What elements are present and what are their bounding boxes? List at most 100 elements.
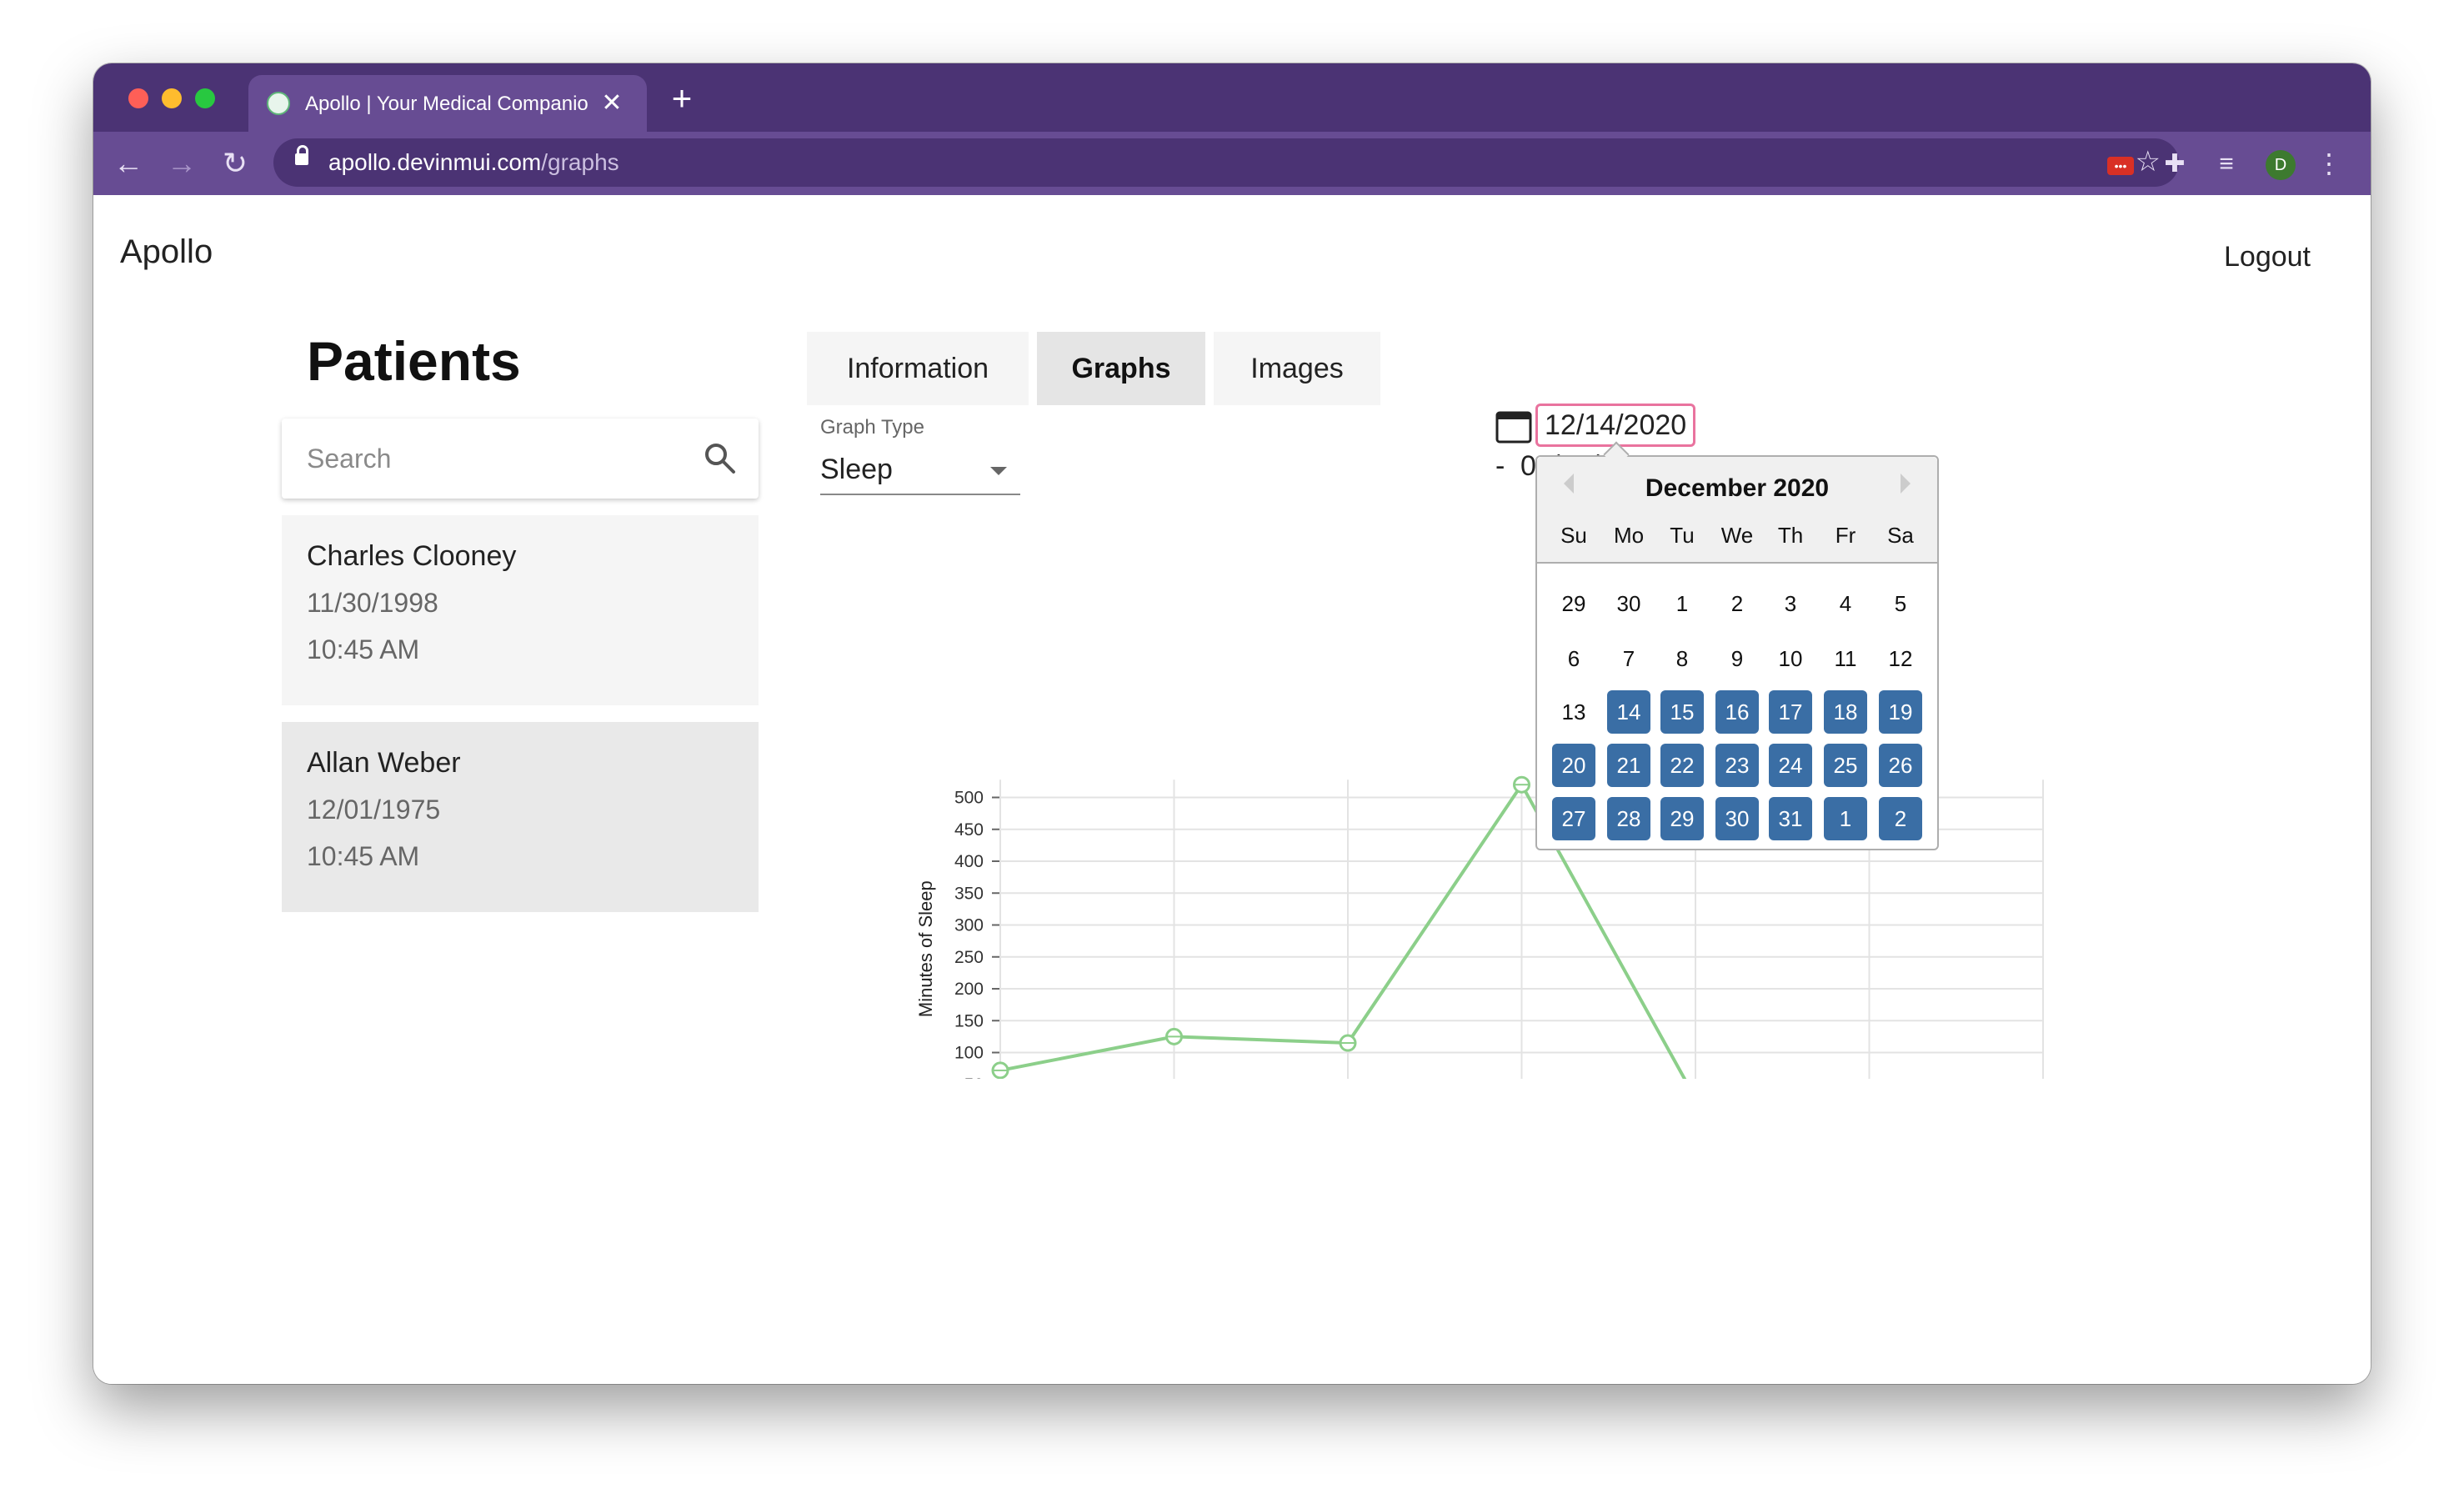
calendar-day[interactable]: 25: [1824, 744, 1867, 787]
media-control-icon[interactable]: ≡: [2219, 150, 2234, 178]
graph-type-label: Graph Type: [820, 416, 924, 439]
tab-title: Apollo | Your Medical Companion: [305, 93, 588, 115]
app-brand[interactable]: Apollo: [120, 233, 213, 270]
extensions-puzzle-icon[interactable]: ✚: [2164, 150, 2186, 178]
tab-information[interactable]: Information: [807, 332, 1029, 405]
y-tick-label: 300: [954, 916, 984, 935]
tab-close-icon[interactable]: ✕: [601, 89, 623, 117]
calendar-day[interactable]: 29: [1561, 591, 1586, 616]
calendar-header: [1537, 457, 1937, 564]
url-text[interactable]: apollo.devinmui.com/graphs: [328, 148, 619, 177]
calendar-day[interactable]: 21: [1607, 744, 1650, 787]
calendar-day[interactable]: 9: [1730, 646, 1744, 671]
calendar-day[interactable]: 24: [1769, 744, 1812, 787]
calendar-day[interactable]: 2: [1730, 591, 1744, 616]
tab-images[interactable]: Images: [1214, 332, 1380, 405]
calendar-day[interactable]: 1: [1675, 591, 1689, 616]
calendar-day[interactable]: 5: [1894, 591, 1907, 616]
y-tick-label: 350: [954, 884, 984, 903]
calendar-day[interactable]: 14: [1607, 690, 1650, 734]
reload-icon[interactable]: ↻: [222, 146, 248, 180]
address-bar[interactable]: apollo.devinmui.com/graphs ☆: [273, 138, 2179, 187]
calendar-day[interactable]: 31: [1769, 797, 1812, 840]
sleep-line-chart: 50100150200250300350400450500Fri Jan 08 …: [915, 775, 2044, 1079]
logout-button[interactable]: Logout: [2224, 241, 2311, 273]
app-page: Apollo Logout Patients Charles Clooney 1…: [93, 195, 2371, 1384]
calendar-day[interactable]: 15: [1660, 690, 1704, 734]
y-tick-label: 450: [954, 820, 984, 840]
y-tick-label: 150: [954, 1011, 984, 1030]
forward-arrow-icon[interactable]: →: [167, 146, 197, 180]
calendar-day[interactable]: 19: [1879, 690, 1922, 734]
patient-date: 11/30/1998: [307, 588, 438, 618]
patient-search-input[interactable]: [307, 435, 690, 482]
date-range-start-input[interactable]: 12/14/2020: [1535, 404, 1695, 447]
calendar-day[interactable]: 18: [1824, 690, 1867, 734]
calendar-day[interactable]: 28: [1607, 797, 1650, 840]
calendar-day[interactable]: 8: [1675, 646, 1689, 671]
favicon-icon: [267, 92, 290, 115]
calendar-day[interactable]: 13: [1561, 699, 1586, 724]
calendar-day[interactable]: 4: [1839, 591, 1852, 616]
patient-date: 12/01/1975: [307, 795, 441, 825]
calendar-weekday: Mo: [1613, 523, 1645, 548]
browser-tab[interactable]: Apollo | Your Medical Companion ✕: [248, 75, 647, 132]
patient-card-charles-clooney[interactable]: Charles Clooney 11/30/1998 10:45 AM: [282, 515, 759, 705]
tab-graphs[interactable]: Graphs: [1037, 332, 1205, 405]
lock-icon: [295, 145, 308, 165]
calendar-day[interactable]: 3: [1784, 591, 1797, 616]
calendar-day[interactable]: 6: [1567, 646, 1580, 671]
patient-time: 10:45 AM: [307, 634, 420, 664]
calendar-day[interactable]: 20: [1552, 744, 1595, 787]
calendar-day[interactable]: 30: [1715, 797, 1759, 840]
new-tab-button[interactable]: +: [671, 78, 693, 118]
next-month-icon[interactable]: [1901, 474, 1911, 494]
y-tick-label: 50: [964, 1075, 984, 1079]
calendar-day[interactable]: 16: [1715, 690, 1759, 734]
calendar-day[interactable]: 23: [1715, 744, 1759, 787]
calendar-day[interactable]: 30: [1616, 591, 1641, 616]
graph-type-value: Sleep: [820, 454, 893, 485]
calendar-day[interactable]: 11: [1834, 646, 1857, 671]
calendar-day[interactable]: 22: [1660, 744, 1704, 787]
title-bar: Apollo | Your Medical Companion ✕ +: [93, 63, 2371, 132]
y-tick-label: 200: [954, 980, 984, 999]
patient-name: Allan Weber: [307, 747, 461, 779]
url-path: /graphs: [541, 149, 619, 175]
back-arrow-icon[interactable]: ←: [113, 146, 143, 180]
bookmark-star-icon[interactable]: ☆: [2135, 146, 2161, 178]
calendar-weekday: Tu: [1670, 523, 1695, 548]
password-extension-icon[interactable]: •••: [2107, 157, 2134, 175]
close-window-button[interactable]: [128, 88, 148, 108]
minimize-window-button[interactable]: [162, 88, 182, 108]
graph-type-select[interactable]: Sleep: [820, 449, 1020, 495]
calendar-day[interactable]: 27: [1552, 797, 1595, 840]
browser-menu-icon[interactable]: ⋮: [2316, 148, 2342, 178]
calendar-day[interactable]: 29: [1660, 797, 1704, 840]
calendar-day[interactable]: 7: [1622, 646, 1635, 671]
patient-time: 10:45 AM: [307, 841, 420, 871]
search-icon[interactable]: [702, 440, 739, 477]
zoom-window-button[interactable]: [195, 88, 215, 108]
calendar-weekday: We: [1720, 523, 1754, 548]
previous-month-icon[interactable]: [1564, 474, 1574, 494]
patient-card-allan-weber[interactable]: Allan Weber 12/01/1975 10:45 AM: [282, 722, 759, 912]
patient-search-box: [282, 419, 759, 499]
chevron-down-icon: [990, 467, 1007, 475]
calendar-day[interactable]: 26: [1879, 744, 1922, 787]
date-range-separator: -: [1495, 450, 1505, 482]
calendar-day[interactable]: 17: [1769, 690, 1812, 734]
calendar-weekday: Fr: [1835, 523, 1856, 548]
profile-avatar[interactable]: D: [2266, 150, 2296, 180]
date-picker-popup: December 2020 Su Mo Tu We Th Fr Sa 29 30 1 2 3 4 5 6 7 8…: [1535, 441, 1939, 850]
url-host: apollo.devinmui.com: [328, 149, 542, 175]
calendar-day[interactable]: 12: [1888, 646, 1913, 671]
browser-window: Apollo | Your Medical Companion ✕ + ← → …: [93, 63, 2371, 1384]
calendar-icon[interactable]: [1495, 409, 1532, 444]
calendar-day[interactable]: 1: [1824, 797, 1867, 840]
calendar-weekday: Sa: [1887, 523, 1914, 548]
y-axis-label: Minutes of Sleep: [915, 880, 936, 1017]
calendar-day[interactable]: 2: [1879, 797, 1922, 840]
calendar-month-label: December 2020: [1645, 474, 1830, 502]
calendar-day[interactable]: 10: [1778, 646, 1803, 671]
